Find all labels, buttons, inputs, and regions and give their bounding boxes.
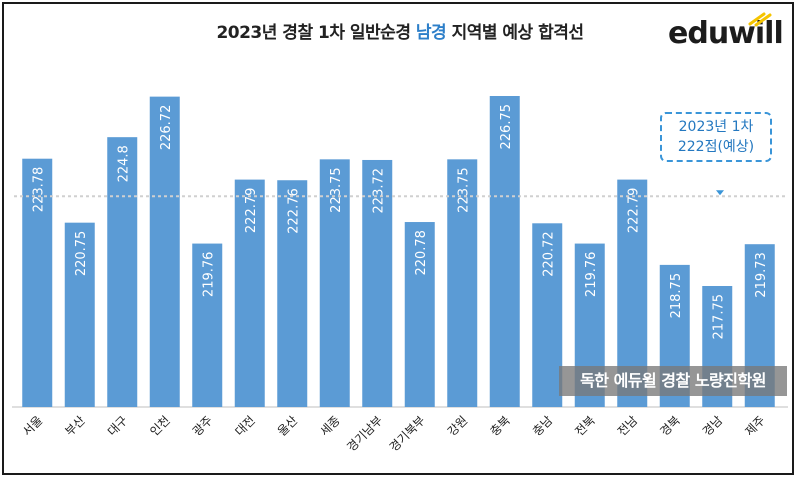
x-tick-label: 대구 xyxy=(105,413,131,439)
x-tick-label: 경기남부 xyxy=(344,413,385,454)
bar-value-label: 224.8 xyxy=(116,145,131,182)
x-tick-label: 세종 xyxy=(317,413,343,439)
bar-value-label: 222.79 xyxy=(244,188,259,234)
callout-line2: 222점(예상) xyxy=(677,139,755,155)
bar xyxy=(362,159,393,407)
x-tick-label: 제주 xyxy=(742,413,768,439)
bar-value-label: 223.72 xyxy=(371,168,386,214)
bar-value-label: 220.75 xyxy=(74,231,89,277)
title-suffix: 지역별 예상 합격선 xyxy=(446,23,584,43)
x-tick-label: 전북 xyxy=(572,413,598,439)
x-tick-label: 경남 xyxy=(700,413,726,439)
bar-value-label: 223.75 xyxy=(456,167,471,213)
x-tick-label: 충북 xyxy=(487,413,513,439)
x-tick-label: 부산 xyxy=(62,413,88,439)
bar xyxy=(107,137,138,407)
x-tick-label: 경기북부 xyxy=(387,413,428,454)
x-tick-label: 경북 xyxy=(657,413,683,439)
eduwill-logo: eduwill xyxy=(668,16,784,51)
bar-value-label: 222.76 xyxy=(286,188,301,234)
bar-value-label: 220.78 xyxy=(414,230,429,275)
callout-line1: 2023년 1차 xyxy=(678,119,754,135)
bar xyxy=(234,179,265,407)
bar xyxy=(532,223,563,407)
x-tick-label: 대전 xyxy=(232,413,258,439)
bar-value-label: 217.75 xyxy=(711,294,726,340)
bar xyxy=(489,96,520,407)
title-highlight: 남경 xyxy=(415,23,447,43)
callout-arrow-icon xyxy=(716,190,724,196)
bar-value-label: 223.78 xyxy=(31,167,46,213)
academy-watermark: 독한 에듀윌 경찰 노량진학원 xyxy=(559,366,787,396)
x-tick-label: 서울 xyxy=(20,413,46,439)
x-tick-label: 충남 xyxy=(530,413,556,439)
bar-value-label: 219.73 xyxy=(754,252,769,298)
bar xyxy=(277,180,308,407)
x-tick-label: 강원 xyxy=(445,413,471,439)
bar xyxy=(404,222,435,407)
bar-value-label: 226.75 xyxy=(499,104,514,150)
x-tick-label: 전남 xyxy=(615,413,641,439)
bar-value-label: 219.76 xyxy=(201,252,216,297)
bar-value-label: 226.72 xyxy=(159,105,174,151)
bar xyxy=(319,159,350,407)
bar-value-label: 218.75 xyxy=(669,273,684,319)
bar xyxy=(447,159,478,407)
logo-mark-icon xyxy=(748,12,772,27)
bar-value-label: 219.76 xyxy=(584,252,599,297)
bar xyxy=(22,158,53,407)
bar-value-label: 222.79 xyxy=(626,188,641,234)
bar xyxy=(192,243,223,407)
x-tick-label: 광주 xyxy=(190,413,216,439)
bar-value-label: 220.72 xyxy=(541,231,556,276)
bar xyxy=(64,222,95,407)
title-prefix: 2023년 경찰 1차 일반순경 xyxy=(216,23,416,43)
chart-title: 2023년 경찰 1차 일반순경 남경 지역별 예상 합격선 xyxy=(0,18,800,43)
x-tick-label: 인천 xyxy=(147,413,173,439)
bar xyxy=(149,96,180,407)
expected-score-callout: 2023년 1차 222점(예상) xyxy=(660,112,772,162)
x-tick-label: 울산 xyxy=(275,413,301,439)
bar-value-label: 223.75 xyxy=(329,167,344,213)
